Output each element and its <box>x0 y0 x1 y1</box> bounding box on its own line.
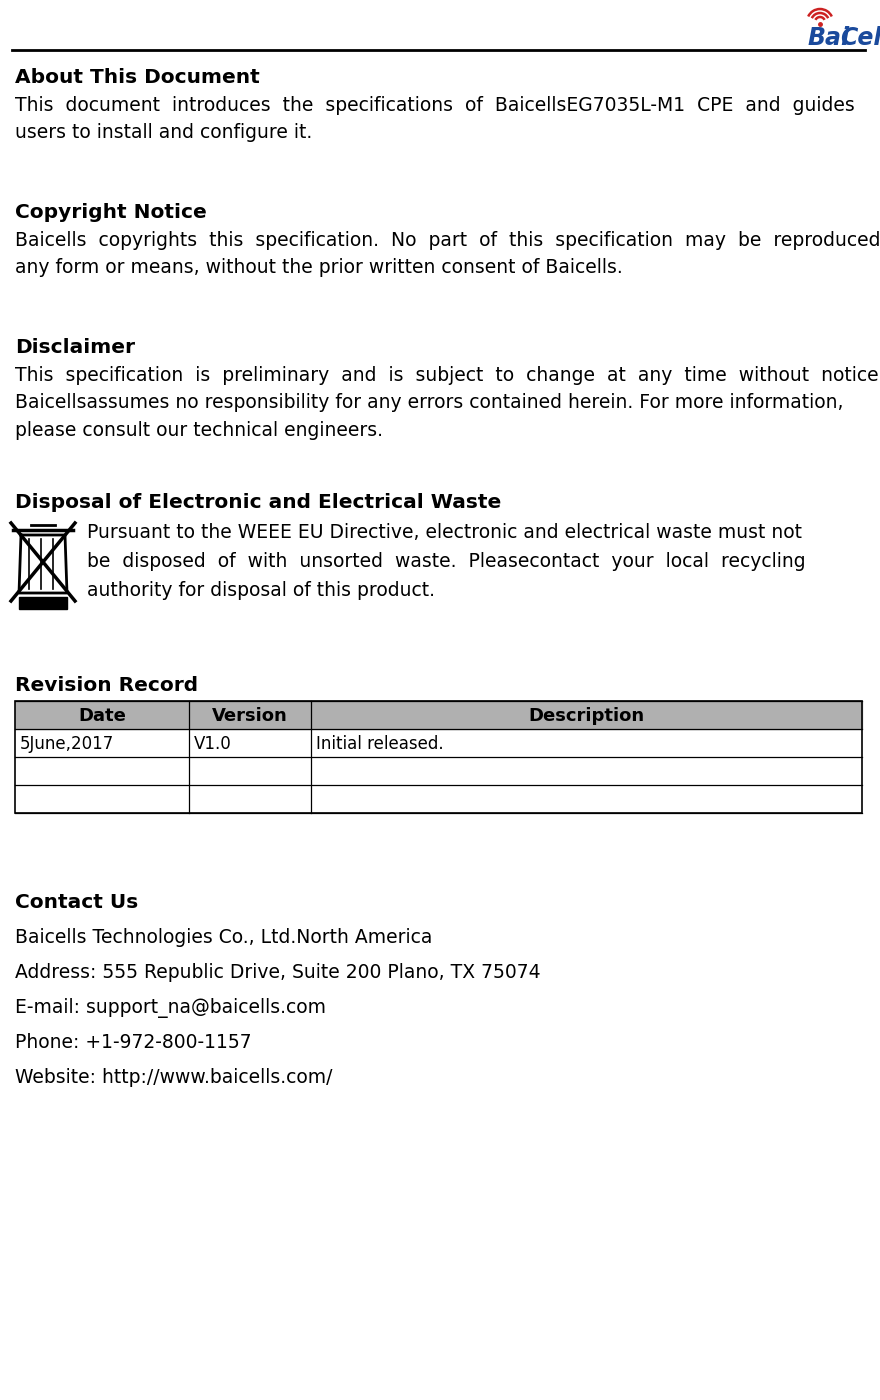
Text: E-mail: support_na@baicells.com: E-mail: support_na@baicells.com <box>15 998 326 1018</box>
Bar <box>15 785 862 813</box>
Text: Baicells Technologies Co., Ltd.North America: Baicells Technologies Co., Ltd.North Ame… <box>15 928 432 946</box>
Text: Cells: Cells <box>840 27 880 50</box>
Text: Phone: +1-972-800-1157: Phone: +1-972-800-1157 <box>15 1033 252 1051</box>
Bar <box>15 701 862 729</box>
Text: Disposal of Electronic and Electrical Waste: Disposal of Electronic and Electrical Wa… <box>15 493 502 512</box>
Bar <box>19 596 67 609</box>
Text: Copyright Notice: Copyright Notice <box>15 203 207 223</box>
Text: Version: Version <box>212 707 288 725</box>
Bar <box>15 701 862 813</box>
Text: Revision Record: Revision Record <box>15 676 198 694</box>
Text: This  document  introduces  the  specifications  of  BaicellsEG7035L-M1  CPE  an: This document introduces the specificati… <box>15 97 854 143</box>
Text: Initial released.: Initial released. <box>317 735 444 753</box>
Text: Description: Description <box>529 707 645 725</box>
Text: About This Document: About This Document <box>15 69 260 87</box>
Bar <box>15 757 862 785</box>
Text: This  specification  is  preliminary  and  is  subject  to  change  at  any  tim: This specification is preliminary and is… <box>15 365 880 440</box>
Text: Disclaimer: Disclaimer <box>15 337 135 357</box>
Text: Baicells  copyrights  this  specification.  No  part  of  this  specification  m: Baicells copyrights this specification. … <box>15 231 880 277</box>
Bar <box>15 729 862 757</box>
Text: Date: Date <box>77 707 126 725</box>
Text: V1.0: V1.0 <box>194 735 231 753</box>
Text: Bai: Bai <box>808 27 850 50</box>
Text: 5June,2017: 5June,2017 <box>20 735 114 753</box>
Text: Pursuant to the WEEE EU Directive, electronic and electrical waste must not
be  : Pursuant to the WEEE EU Directive, elect… <box>87 524 805 599</box>
Text: Website: http://www.baicells.com/: Website: http://www.baicells.com/ <box>15 1068 333 1086</box>
Text: Address: 555 Republic Drive, Suite 200 Plano, TX 75074: Address: 555 Republic Drive, Suite 200 P… <box>15 963 540 981</box>
Text: Contact Us: Contact Us <box>15 893 138 911</box>
